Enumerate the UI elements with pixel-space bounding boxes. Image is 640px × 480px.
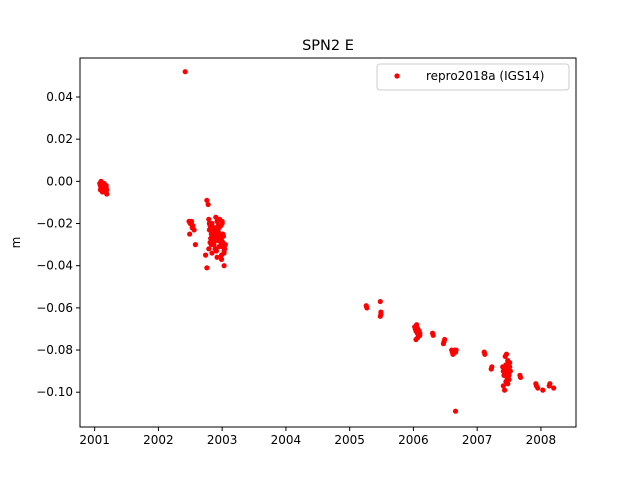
data-point <box>209 250 215 256</box>
y-tick-label: −0.02 <box>36 217 73 231</box>
data-point <box>547 381 553 387</box>
legend-label: repro2018a (IGS14) <box>426 69 544 83</box>
data-point <box>453 347 459 353</box>
data-point <box>99 189 105 195</box>
data-point <box>430 332 436 338</box>
data-point <box>517 374 524 381</box>
data-point <box>206 216 212 222</box>
data-point <box>208 235 214 241</box>
data-point <box>452 408 459 414</box>
data-point <box>535 385 541 391</box>
y-tick-label: 0.04 <box>46 90 73 104</box>
data-point <box>507 364 513 370</box>
data-point <box>505 370 512 376</box>
data-point <box>505 381 511 387</box>
data-point <box>215 229 221 235</box>
data-point <box>212 233 218 239</box>
data-point <box>502 387 508 393</box>
data-point <box>364 305 370 311</box>
x-tick-label: 2005 <box>334 433 365 447</box>
data-point <box>204 265 210 271</box>
x-tick-label: 2002 <box>143 433 174 447</box>
legend-box <box>376 63 570 91</box>
data-point <box>378 309 384 315</box>
data-point <box>207 239 213 246</box>
data-point <box>442 336 448 343</box>
data-point <box>188 218 195 225</box>
data-point <box>221 263 227 269</box>
y-axis-label: m <box>9 237 23 249</box>
data-point <box>205 201 211 208</box>
data-point <box>414 322 420 328</box>
data-point <box>507 360 513 366</box>
y-tick-label: −0.10 <box>36 385 73 399</box>
data-point <box>540 387 546 393</box>
data-point <box>206 246 212 252</box>
y-tick-label: 0.00 <box>46 174 73 188</box>
data-point <box>218 256 225 262</box>
data-point <box>103 182 109 189</box>
data-point <box>503 351 510 357</box>
legend: repro2018a (IGS14) <box>376 63 570 91</box>
x-tick-label: 2004 <box>271 433 302 447</box>
data-point <box>187 231 193 237</box>
data-point <box>482 351 488 357</box>
y-tick-label: 0.02 <box>46 132 73 146</box>
y-tick-label: −0.04 <box>36 259 73 273</box>
x-axis: 2001 2002 2003 2004 2005 2006 2007 2008 <box>79 427 556 447</box>
y-tick-label: −0.06 <box>36 301 73 315</box>
data-point <box>204 197 210 203</box>
data-point <box>192 242 198 248</box>
data-point <box>377 313 383 319</box>
data-point <box>211 239 217 246</box>
data-point <box>218 223 224 229</box>
data-point <box>489 364 495 370</box>
data-point <box>210 229 216 235</box>
data-point <box>217 235 223 241</box>
data-point <box>214 254 220 260</box>
plot-axes: 2001 2002 2003 2004 2005 2006 2007 2008 0.040.0… <box>9 57 577 447</box>
data-point <box>216 244 222 250</box>
data-point <box>209 220 215 227</box>
y-tick-label: −0.08 <box>36 343 73 357</box>
data-point <box>417 332 423 338</box>
data-point <box>506 376 512 383</box>
legend-marker <box>394 73 400 79</box>
data-point <box>220 231 226 237</box>
data-point <box>189 225 195 231</box>
chart-title: SPN2 E <box>302 38 354 54</box>
data-point <box>222 242 228 248</box>
data-point <box>500 383 506 389</box>
data-point <box>221 250 227 256</box>
x-tick-label: 2001 <box>79 433 110 447</box>
data-point <box>182 69 188 75</box>
x-tick-label: 2006 <box>398 433 429 447</box>
data-point <box>503 362 509 368</box>
data-points <box>97 69 557 414</box>
data-point <box>219 218 225 225</box>
data-point <box>377 298 383 305</box>
plot-frame <box>79 57 577 428</box>
x-tick-label: 2008 <box>526 433 557 447</box>
x-tick-label: 2003 <box>207 433 238 447</box>
data-point <box>202 252 209 258</box>
y-axis: 0.04 0.02 0.00 −0.02 −0.04 −0.06 −0.08 −0.10 <box>36 90 80 399</box>
data-point <box>213 248 220 254</box>
x-tick-label: 2007 <box>462 433 493 447</box>
data-point <box>551 385 557 391</box>
